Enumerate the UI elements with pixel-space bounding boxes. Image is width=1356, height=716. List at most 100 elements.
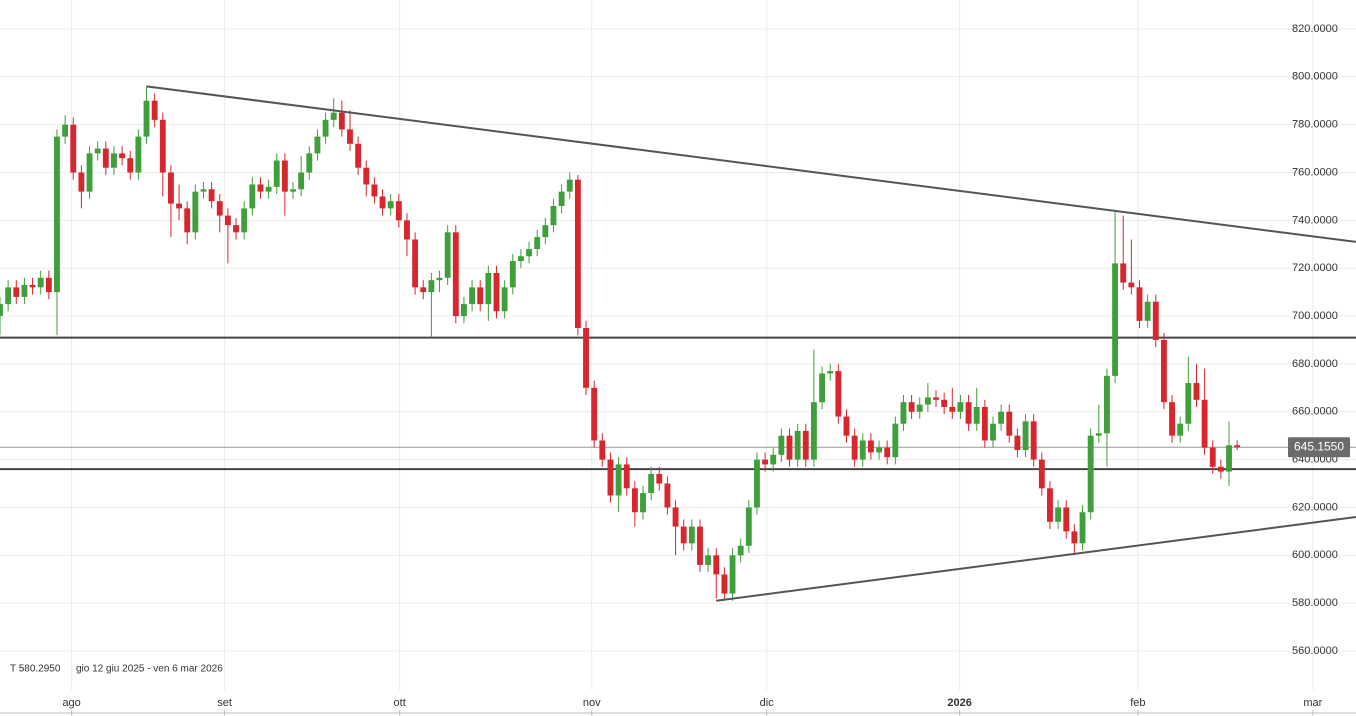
candle-body [933,397,939,400]
candle-body [493,272,500,312]
candle-body [1006,411,1013,436]
candle-body [697,526,703,565]
candle-body [794,430,801,460]
candle-body [412,239,419,288]
x-tick-label: 2026 [947,697,971,709]
candle-body [208,189,215,202]
candle-body [485,272,492,305]
candle-body [1038,459,1045,489]
candle-body [111,153,117,168]
candle-body [94,148,101,154]
candle-body [224,215,231,226]
candle-body [1055,507,1062,522]
candle-body [566,179,573,192]
candle-body [802,430,809,460]
candle-body [721,574,728,594]
trend-line [146,85,1356,243]
candle-body [876,447,882,453]
candle-body [1087,435,1094,513]
candle-body [1144,301,1151,321]
candle-body [1104,375,1110,434]
candle-body [810,402,817,460]
candle-body [884,447,891,458]
candle-body [599,440,606,460]
y-tick-label: 600.0000 [1292,549,1338,561]
candle-body [265,186,272,192]
candle-body [233,225,239,233]
candle-body [778,435,785,455]
y-tick-label: 780.0000 [1292,119,1338,131]
candle-body [298,172,305,190]
candle-body [1217,466,1224,472]
y-tick-label: 820.0000 [1292,23,1338,35]
candle-body [330,112,337,120]
candle-body [257,184,264,192]
footer-low: T 580.2950 [10,664,61,675]
candle-body [859,440,866,460]
candle-body [591,387,598,441]
candle-body [656,473,663,484]
y-tick-label: 700.0000 [1292,310,1338,322]
candle-body [461,304,467,317]
footer-range: gio 12 giu 2025 - ven 6 mar 2026 [76,664,223,675]
candle-body [184,208,191,233]
candle-body [54,136,60,293]
candle-body [444,232,451,278]
y-tick-label: 620.0000 [1292,501,1338,513]
y-tick-label: 680.0000 [1292,358,1338,370]
candle-body [672,507,679,527]
candle-body [615,464,622,496]
candle-body [1047,488,1053,522]
candle-body [1193,383,1200,400]
last-price-label: 645.1550 [1294,439,1344,453]
candle-body [347,129,353,144]
candle-body [892,423,899,458]
candle-body [37,277,44,288]
candle-body [534,237,541,250]
candle-body [517,256,524,262]
candle-body [5,287,12,305]
candle-body [1226,445,1232,472]
candle-body [477,287,484,305]
candle-body [737,545,744,556]
candle-body [86,153,93,192]
candle-body [379,196,386,209]
candle-body [957,402,964,412]
candle-body [770,454,777,465]
candle-body [452,232,459,317]
candle-body [176,203,182,209]
candle-body [786,435,793,460]
candle-body [241,208,248,233]
candle-body [13,287,20,297]
candle-body [1030,421,1037,460]
candle-body [680,526,687,544]
candle-body [965,402,972,424]
y-tick-label: 580.0000 [1292,597,1338,609]
candle-body [664,483,671,508]
candle-body [501,287,508,312]
candle-body [200,189,207,192]
candle-body [924,397,931,405]
candle-body [135,136,142,173]
candle-body [143,100,150,137]
candle-body [916,404,923,412]
candle-body [941,399,948,407]
candle-body [973,406,980,424]
candle-body [648,473,655,494]
candle-body [762,459,769,465]
candle-body [290,189,296,192]
candle-body [1063,507,1070,532]
candle-body [338,112,345,130]
candle-body [1201,399,1208,448]
candle-body [363,167,370,185]
candle-body [550,205,557,226]
candle-body [322,119,329,137]
candle-body [990,423,996,441]
candle-body [981,406,988,441]
candle-body [623,464,630,489]
candle-body [127,158,134,173]
candle-body [574,179,581,329]
candle-body [387,201,394,209]
x-tick-label: dic [760,697,775,709]
